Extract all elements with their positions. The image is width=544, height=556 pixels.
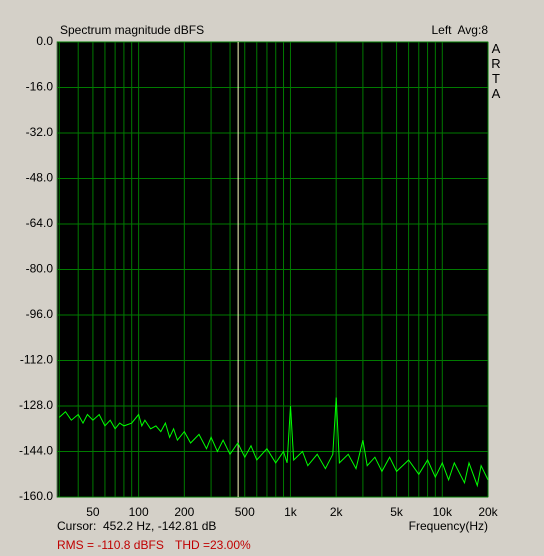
- spectrum-trace: [58, 397, 489, 488]
- y-tick-label: -128.0: [19, 398, 53, 412]
- y-tick-label: -96.0: [26, 307, 54, 321]
- x-axis-label: Frequency(Hz): [409, 519, 488, 533]
- y-tick-label: -80.0: [26, 262, 54, 276]
- x-tick-label: 5k: [390, 505, 404, 519]
- y-tick-label: -16.0: [26, 80, 54, 94]
- x-tick-label: 2k: [330, 505, 344, 519]
- channel-label: Left Avg:8: [432, 23, 489, 37]
- x-tick-label: 50: [86, 505, 100, 519]
- y-tick-label: -112.0: [20, 353, 53, 367]
- thd-readout: THD =23.00%: [175, 538, 251, 552]
- y-tick-label: -64.0: [26, 216, 54, 230]
- chart-title: Spectrum magnitude dBFS: [60, 23, 204, 37]
- y-tick-label: -160.0: [19, 489, 53, 503]
- y-tick-label: -32.0: [26, 125, 54, 139]
- x-tick-label: 200: [174, 505, 194, 519]
- x-tick-label: 100: [129, 505, 149, 519]
- y-tick-label: -48.0: [26, 171, 54, 185]
- cursor-readout: Cursor: 452.2 Hz, -142.81 dB: [57, 519, 216, 533]
- y-tick-label: 0.0: [36, 34, 53, 48]
- rms-readout: RMS = -110.8 dBFS: [57, 538, 164, 552]
- y-tick-label: -144.0: [19, 444, 53, 458]
- x-tick-label: 10k: [433, 505, 453, 519]
- x-tick-label: 20k: [478, 505, 498, 519]
- x-tick-label: 500: [235, 505, 255, 519]
- brand: ARTA: [491, 41, 501, 101]
- x-tick-label: 1k: [284, 505, 298, 519]
